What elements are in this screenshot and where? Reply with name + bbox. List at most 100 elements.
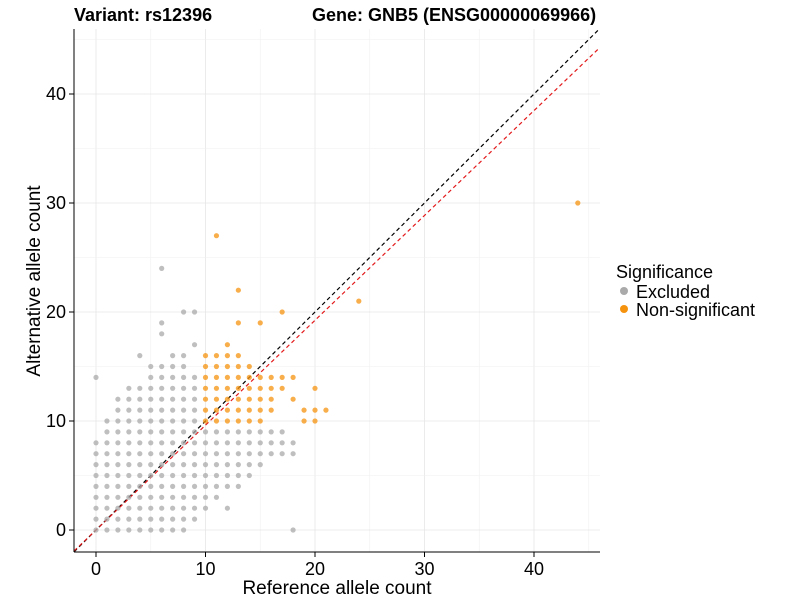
- point-excluded: [191, 483, 198, 489]
- point-excluded: [170, 353, 176, 359]
- point-excluded: [268, 440, 274, 446]
- point-excluded: [191, 494, 198, 500]
- legend-key-excluded: [620, 287, 628, 295]
- point-non-significant: [213, 233, 220, 239]
- point-excluded: [137, 516, 143, 522]
- point-excluded: [93, 494, 99, 500]
- point-excluded: [279, 440, 285, 446]
- point-excluded: [93, 472, 99, 479]
- point-excluded: [115, 483, 121, 489]
- point-excluded: [137, 440, 143, 446]
- point-excluded: [104, 472, 110, 479]
- x-tick-label: 40: [524, 559, 544, 579]
- point-non-significant: [246, 396, 252, 402]
- point-excluded: [159, 440, 165, 446]
- point-excluded: [115, 494, 121, 500]
- point-excluded: [170, 407, 176, 413]
- point-non-significant: [224, 418, 230, 424]
- point-excluded: [213, 483, 220, 489]
- point-non-significant: [202, 374, 209, 380]
- point-excluded: [126, 505, 132, 511]
- point-non-significant: [301, 407, 307, 413]
- point-excluded: [181, 396, 187, 402]
- point-excluded: [137, 407, 143, 413]
- point-excluded: [93, 462, 99, 468]
- point-non-significant: [202, 363, 209, 370]
- point-excluded: [148, 396, 154, 402]
- point-non-significant: [257, 385, 263, 391]
- point-excluded: [213, 494, 220, 500]
- point-excluded: [159, 407, 165, 413]
- point-excluded: [191, 505, 198, 511]
- point-excluded: [181, 472, 187, 479]
- point-excluded: [137, 462, 143, 468]
- point-excluded: [137, 483, 143, 489]
- point-excluded: [115, 407, 121, 413]
- point-excluded: [202, 483, 209, 489]
- point-excluded: [104, 462, 110, 468]
- point-excluded: [170, 363, 176, 370]
- point-non-significant: [246, 418, 252, 424]
- reference-lines: [73, 28, 601, 553]
- point-excluded: [115, 418, 121, 424]
- point-non-significant: [202, 407, 209, 413]
- point-excluded: [170, 527, 176, 533]
- point-non-significant: [202, 418, 209, 424]
- point-excluded: [126, 451, 132, 457]
- point-excluded: [181, 418, 187, 424]
- point-excluded: [257, 462, 263, 468]
- point-excluded: [181, 483, 187, 489]
- point-excluded: [170, 418, 176, 424]
- point-excluded: [93, 527, 99, 533]
- point-non-significant: [224, 363, 230, 370]
- point-excluded: [290, 527, 296, 533]
- point-excluded: [170, 451, 176, 457]
- point-excluded: [170, 374, 176, 380]
- point-non-significant: [246, 385, 252, 391]
- point-excluded: [213, 472, 220, 479]
- point-excluded: [126, 418, 132, 424]
- point-excluded: [224, 472, 230, 479]
- point-excluded: [191, 374, 198, 380]
- point-excluded: [104, 418, 110, 424]
- point-excluded: [202, 505, 209, 511]
- point-excluded: [181, 440, 187, 446]
- point-excluded: [126, 483, 132, 489]
- point-excluded: [115, 396, 121, 402]
- point-non-significant: [213, 385, 220, 391]
- point-excluded: [191, 462, 198, 468]
- point-non-significant: [235, 374, 241, 380]
- point-excluded: [279, 451, 285, 457]
- point-non-significant: [279, 309, 285, 315]
- point-excluded: [126, 494, 132, 500]
- point-excluded: [148, 429, 154, 435]
- point-non-significant: [268, 385, 274, 391]
- point-excluded: [93, 374, 99, 380]
- point-excluded: [170, 494, 176, 500]
- point-excluded: [137, 353, 143, 359]
- point-excluded: [257, 451, 263, 457]
- point-non-significant: [301, 418, 307, 424]
- point-excluded: [202, 440, 209, 446]
- y-tick-label: 10: [46, 411, 66, 431]
- point-non-significant: [235, 353, 241, 359]
- point-excluded: [159, 462, 165, 468]
- point-excluded: [159, 505, 165, 511]
- point-excluded: [246, 440, 252, 446]
- point-excluded: [224, 451, 230, 457]
- point-non-significant: [202, 353, 209, 359]
- point-excluded: [246, 462, 252, 468]
- point-excluded: [115, 429, 121, 435]
- point-excluded: [126, 429, 132, 435]
- point-excluded: [104, 505, 110, 511]
- point-excluded: [257, 440, 263, 446]
- point-excluded: [137, 396, 143, 402]
- point-excluded: [148, 516, 154, 522]
- point-excluded: [115, 505, 121, 511]
- point-excluded: [126, 472, 132, 479]
- point-excluded: [126, 385, 132, 391]
- point-non-significant: [257, 374, 263, 380]
- axes: [73, 29, 600, 553]
- point-non-significant: [235, 287, 241, 293]
